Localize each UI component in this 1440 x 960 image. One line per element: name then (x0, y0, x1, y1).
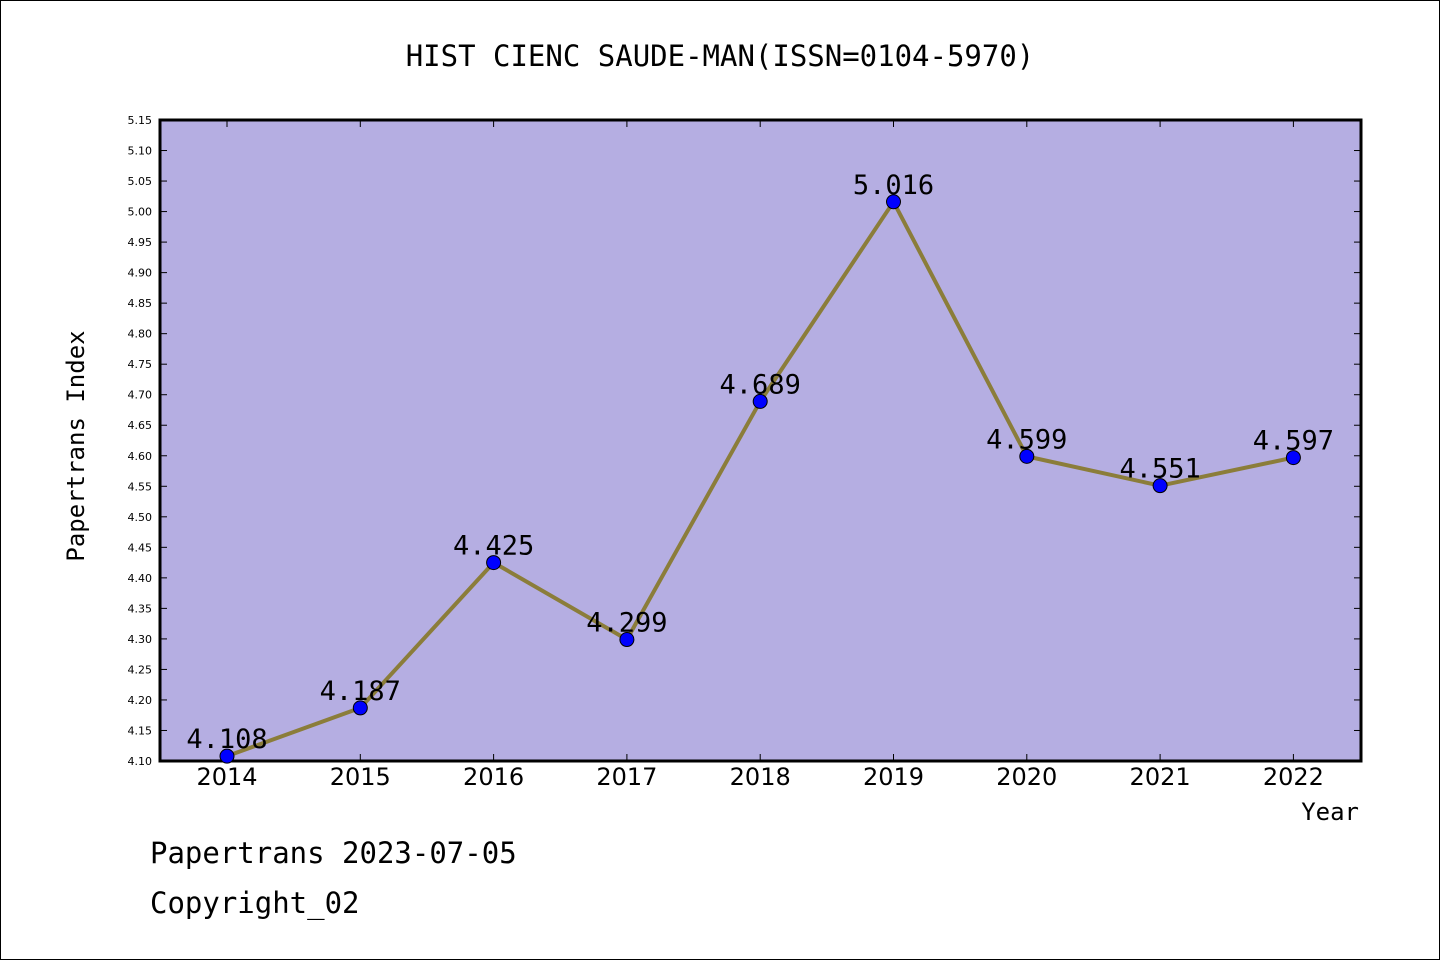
y-tick-label: 4.60 (128, 450, 153, 463)
y-tick-label: 4.45 (128, 541, 153, 554)
y-tick-label: 4.55 (128, 480, 153, 493)
plot-area (158, 118, 1363, 763)
data-label: 5.016 (853, 170, 934, 201)
data-point (352, 700, 368, 716)
x-axis: 2014 2015 2016 2017 2018 2019 2020 2021 2022 (196, 120, 1324, 791)
y-tick-label: 4.25 (128, 663, 153, 676)
y-axis-label: Papertrans Index (62, 330, 90, 561)
footer-date: Papertrans 2023-07-05 (150, 836, 517, 870)
data-point (1152, 478, 1168, 494)
data-point (219, 748, 235, 764)
y-tick-label: 4.50 (128, 511, 153, 524)
x-tick-label: 2015 (330, 763, 391, 791)
data-label: 4.599 (986, 424, 1067, 455)
y-tick-label: 4.65 (128, 419, 153, 432)
x-tick-label: 2014 (196, 763, 257, 791)
footer-copyright: Copyright_02 (150, 886, 360, 920)
x-tick-label: 2017 (596, 763, 657, 791)
y-tick-label: 5.05 (128, 175, 153, 188)
x-tick-label: 2022 (1263, 763, 1324, 791)
data-label: 4.551 (1119, 454, 1200, 485)
y-tick-label: 4.75 (128, 358, 153, 371)
data-label: 4.689 (720, 369, 801, 400)
y-tick-label: 5.15 (128, 114, 153, 127)
y-tick-label: 4.80 (128, 328, 153, 341)
x-axis-label: Year (1301, 798, 1359, 826)
x-tick-label: 2019 (863, 763, 924, 791)
y-tick-label: 4.70 (128, 389, 153, 402)
y-tick-label: 4.85 (128, 297, 153, 310)
data-label: 4.597 (1253, 426, 1334, 457)
data-label: 4.187 (320, 676, 401, 707)
y-tick-label: 4.35 (128, 602, 153, 615)
y-tick-label: 4.10 (128, 755, 153, 768)
y-tick-label: 4.30 (128, 633, 153, 646)
data-labels: 4.108 4.187 4.425 4.299 4.689 5.016 4.599 4.551… (186, 170, 1334, 755)
data-label: 4.299 (586, 608, 667, 639)
data-point (886, 194, 901, 210)
y-tick-label: 4.20 (128, 694, 153, 707)
x-tick-label: 2018 (730, 763, 791, 791)
data-point (1285, 450, 1301, 466)
y-tick-label: 5.00 (128, 206, 153, 219)
data-point (752, 393, 768, 409)
x-tick-label: 2020 (996, 763, 1057, 791)
data-label: 4.108 (186, 724, 267, 755)
data-label: 4.425 (453, 531, 534, 562)
x-tick-label: 2021 (1130, 763, 1191, 791)
y-tick-label: 4.15 (128, 724, 153, 737)
y-tick-label: 4.95 (128, 236, 153, 249)
data-point (486, 555, 502, 571)
y-tick-label: 4.40 (128, 572, 153, 585)
y-axis: 4.10 4.15 4.20 4.25 4.30 4.35 4.40 4.45 4.50 4.55… (128, 114, 1361, 768)
series-group (219, 194, 1301, 764)
chart-title: HIST CIENC SAUDE-MAN(ISSN=0104-5970) (406, 39, 1035, 73)
data-point (619, 632, 635, 648)
y-tick-label: 4.90 (128, 267, 153, 280)
x-tick-label: 2016 (463, 763, 524, 791)
y-tick-label: 5.10 (128, 145, 153, 158)
data-point (1019, 448, 1035, 464)
